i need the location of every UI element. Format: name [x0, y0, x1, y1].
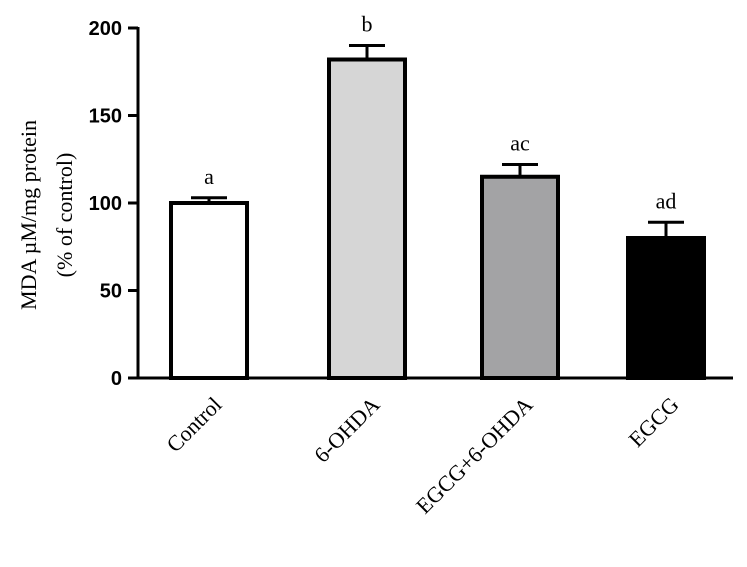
y-axis-title: MDA µM/mg protein — [16, 120, 41, 310]
category-labels: Control 6-OHDA EGCG+6-OHDA EGCG — [161, 392, 683, 519]
bars — [169, 57, 706, 380]
significance-labels: a b ac ad — [204, 12, 676, 214]
significance-label: a — [204, 164, 214, 189]
y-tick-label: 0 — [111, 368, 122, 390]
category-label: 6-OHDA — [309, 392, 385, 468]
significance-label: ac — [510, 131, 530, 156]
y-tick-label: 50 — [100, 281, 122, 303]
significance-label: b — [362, 12, 373, 37]
bar — [169, 201, 249, 380]
bar — [480, 174, 560, 380]
significance-label: ad — [656, 188, 677, 213]
bar — [626, 236, 706, 380]
y-tick-label: 200 — [89, 18, 122, 40]
error-bars — [191, 44, 684, 238]
y-tick-label: 100 — [89, 193, 122, 215]
y-axis-subtitle: (% of control) — [52, 153, 77, 278]
category-label: EGCG — [624, 392, 684, 452]
y-tick-label: 150 — [89, 106, 122, 128]
category-label: Control — [161, 392, 226, 457]
y-axis-ticks: 0 50 100 150 200 — [89, 18, 138, 390]
bar — [327, 57, 407, 380]
category-label: EGCG+6-OHDA — [411, 392, 538, 519]
